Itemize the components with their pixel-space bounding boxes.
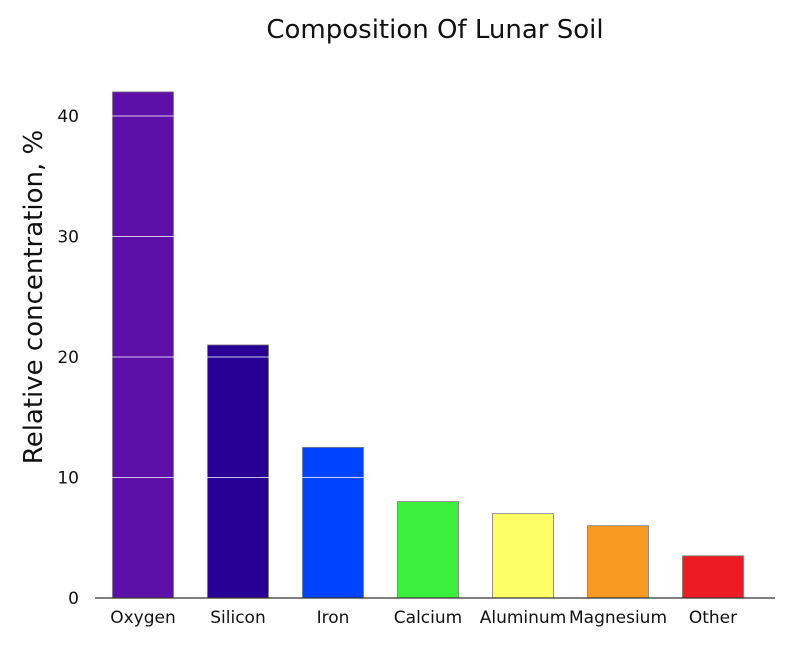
bar-other: [682, 555, 744, 599]
x-tick-label-silicon: Silicon: [210, 608, 265, 628]
bar-silicon: [207, 344, 269, 599]
bar-iron: [302, 446, 364, 599]
x-tick-label-aluminum: Aluminum: [480, 608, 567, 628]
x-tick-label-other: Other: [689, 608, 737, 628]
y-tick-label-20: 20: [57, 348, 79, 368]
y-tick-label-0: 0: [68, 589, 79, 609]
bars-group: [112, 91, 744, 599]
y-axis-label: Relative concentration, %: [19, 130, 49, 464]
bar-magnesium: [587, 525, 649, 599]
x-tick-label-calcium: Calcium: [394, 608, 462, 628]
bar-calcium: [397, 501, 459, 599]
y-ticks-group: 0 10 20 30 40: [57, 107, 79, 609]
bar-oxygen: [112, 91, 174, 599]
bar-aluminum: [492, 513, 554, 599]
y-tick-label-30: 30: [57, 228, 79, 248]
x-tick-label-iron: Iron: [317, 608, 350, 628]
x-labels-group: Oxygen Silicon Iron Calcium Aluminum Magnesiu…: [110, 608, 737, 628]
y-tick-label-10: 10: [57, 469, 79, 489]
gridlines-group: [95, 115, 775, 478]
x-tick-label-oxygen: Oxygen: [110, 608, 176, 628]
y-tick-label-40: 40: [57, 107, 79, 127]
chart-title: Composition Of Lunar Soil: [266, 15, 603, 45]
x-tick-label-magnesium: Magnesium: [569, 608, 667, 628]
